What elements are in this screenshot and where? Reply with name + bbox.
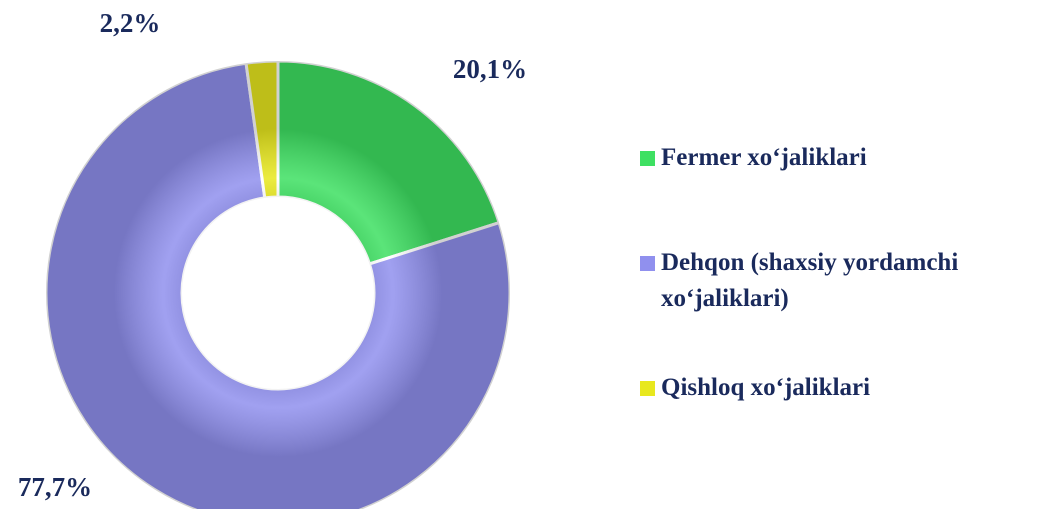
legend-label: Dehqon (shaxsiy yordamchi xo‘jaliklari) [661,249,959,312]
data-label: 20,1% [453,54,527,84]
legend-item: Qishloq xo‘jaliklari [640,370,1040,406]
legend-item: Fermer xo‘jaliklari [640,140,1040,176]
legend-item: Dehqon (shaxsiy yordamchi xo‘jaliklari) [640,245,1040,317]
data-label: 2,2% [100,8,161,38]
legend-swatch [640,151,655,166]
legend-label: Fermer xo‘jaliklari [661,144,867,171]
legend-swatch [640,256,655,271]
legend-swatch [640,381,655,396]
data-label: 77,7% [18,472,92,502]
legend-label: Qishloq xo‘jaliklari [661,374,871,401]
